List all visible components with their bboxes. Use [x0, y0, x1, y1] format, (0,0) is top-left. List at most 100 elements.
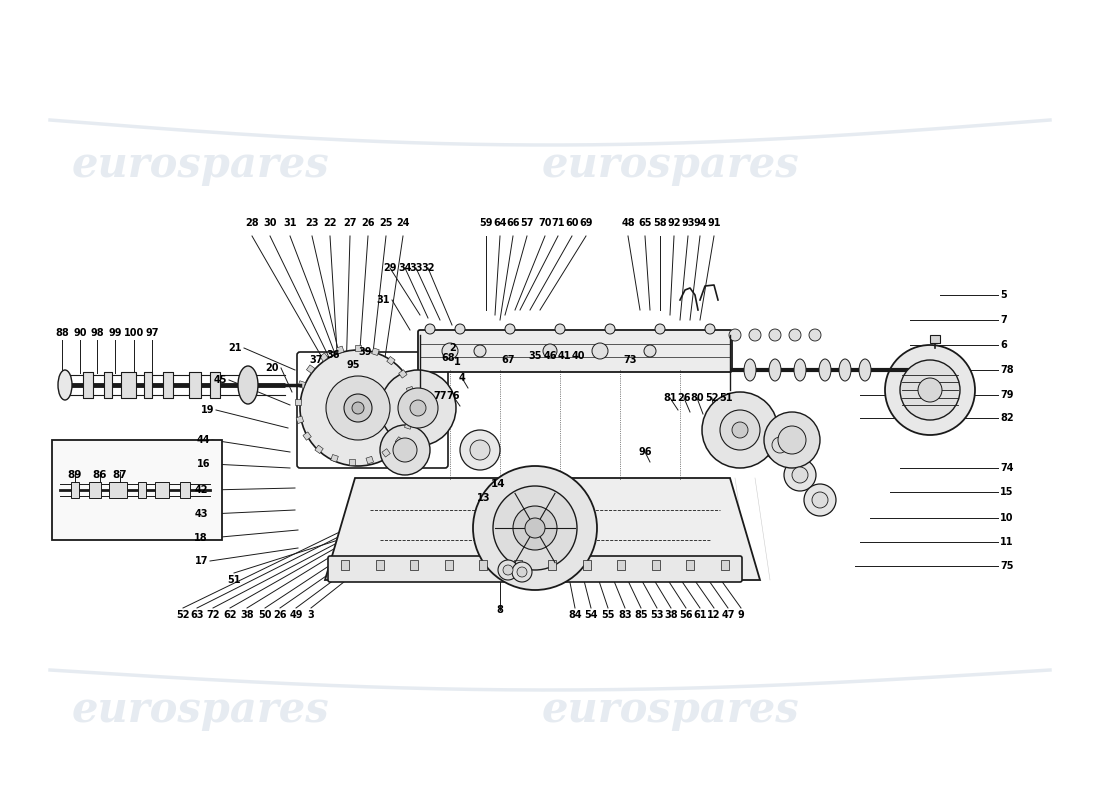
Bar [104, 372, 112, 398]
Bar [382, 449, 390, 457]
Text: 45: 45 [213, 375, 227, 385]
Circle shape [644, 345, 656, 357]
Text: 31: 31 [284, 218, 297, 228]
Text: 71: 71 [551, 218, 564, 228]
Circle shape [764, 412, 820, 468]
Text: 74: 74 [1000, 463, 1013, 473]
Bar [372, 348, 379, 355]
Bar [320, 353, 328, 362]
FancyBboxPatch shape [328, 556, 742, 582]
Text: 3: 3 [308, 610, 315, 620]
Text: 69: 69 [580, 218, 593, 228]
Circle shape [732, 422, 748, 438]
Text: 27: 27 [343, 218, 356, 228]
Text: 15: 15 [1000, 487, 1013, 497]
Text: 23: 23 [306, 218, 319, 228]
Circle shape [379, 370, 456, 446]
Text: 61: 61 [693, 610, 706, 620]
Bar [387, 357, 395, 365]
Text: 62: 62 [223, 610, 236, 620]
Text: 78: 78 [1000, 365, 1013, 375]
Text: 47: 47 [722, 610, 735, 620]
Text: 83: 83 [618, 610, 631, 620]
Bar [89, 482, 101, 498]
Circle shape [702, 392, 778, 468]
Bar [315, 445, 323, 454]
Circle shape [393, 438, 417, 462]
Circle shape [705, 324, 715, 334]
Bar [514, 560, 521, 570]
Bar [930, 335, 940, 343]
Bar [617, 560, 626, 570]
Text: 52: 52 [176, 610, 189, 620]
Bar [109, 482, 126, 498]
Circle shape [789, 329, 801, 341]
Text: 33: 33 [409, 263, 422, 273]
Circle shape [918, 378, 942, 402]
Text: 86: 86 [92, 470, 108, 480]
Bar [444, 560, 452, 570]
Text: 87: 87 [112, 470, 128, 480]
Circle shape [769, 329, 781, 341]
Bar [410, 560, 418, 570]
Text: 31: 31 [376, 295, 390, 305]
Circle shape [812, 492, 828, 508]
Circle shape [764, 429, 796, 461]
Bar [405, 422, 412, 430]
Text: 56: 56 [680, 610, 693, 620]
Text: 63: 63 [190, 610, 204, 620]
Bar [180, 482, 190, 498]
Circle shape [442, 343, 458, 359]
Text: 41: 41 [558, 351, 571, 361]
Text: 4: 4 [459, 373, 465, 383]
Circle shape [300, 350, 416, 466]
Bar [302, 432, 311, 440]
Circle shape [410, 400, 426, 416]
Text: 39: 39 [359, 347, 372, 357]
Circle shape [804, 484, 836, 516]
Text: 38: 38 [664, 610, 678, 620]
Text: 16: 16 [197, 459, 210, 469]
Text: 99: 99 [108, 328, 122, 338]
Circle shape [556, 324, 565, 334]
Text: 11: 11 [1000, 537, 1013, 547]
Text: 28: 28 [245, 218, 258, 228]
Bar [307, 365, 315, 374]
Bar [341, 560, 349, 570]
Bar [295, 399, 301, 405]
Text: 43: 43 [195, 509, 208, 519]
Text: 42: 42 [195, 485, 208, 495]
Text: eurospares: eurospares [541, 144, 799, 186]
Text: 66: 66 [506, 218, 519, 228]
Ellipse shape [744, 359, 756, 381]
FancyBboxPatch shape [418, 330, 732, 372]
Circle shape [592, 343, 608, 359]
Circle shape [886, 345, 975, 435]
Circle shape [425, 324, 435, 334]
Circle shape [808, 329, 821, 341]
Text: 6: 6 [1000, 340, 1006, 350]
Bar [406, 386, 414, 394]
Text: 22: 22 [323, 218, 337, 228]
Text: 34: 34 [398, 263, 411, 273]
Text: 89: 89 [68, 470, 82, 480]
Circle shape [525, 518, 544, 538]
Bar [163, 372, 173, 398]
Text: 24: 24 [396, 218, 409, 228]
Circle shape [900, 360, 960, 420]
Text: 26: 26 [361, 218, 375, 228]
Bar [686, 560, 694, 570]
Circle shape [379, 425, 430, 475]
Circle shape [473, 466, 597, 590]
Circle shape [344, 394, 372, 422]
Text: eurospares: eurospares [541, 689, 799, 731]
Ellipse shape [859, 359, 871, 381]
Bar [583, 560, 591, 570]
Text: 70: 70 [538, 218, 552, 228]
Bar [298, 381, 306, 388]
Text: 18: 18 [195, 533, 208, 543]
Circle shape [749, 329, 761, 341]
Text: 75: 75 [1000, 561, 1013, 571]
Circle shape [654, 324, 666, 334]
Circle shape [543, 344, 557, 358]
